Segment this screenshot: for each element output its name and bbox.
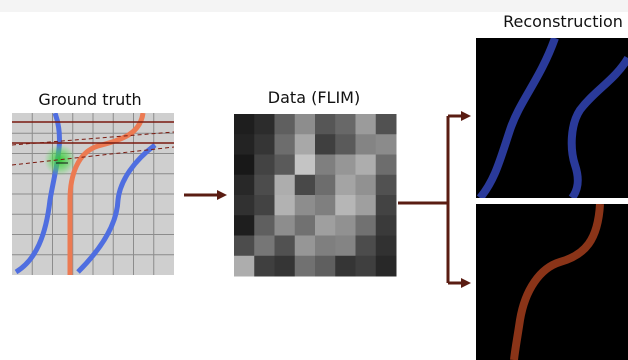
flim-pixel <box>335 195 356 216</box>
flim-pixel <box>274 114 296 135</box>
flim-pixel <box>274 255 296 277</box>
flim-pixel <box>335 114 356 135</box>
flim-pixel <box>355 114 377 135</box>
data-title: Data (FLIM) <box>267 88 361 107</box>
scan-diagonal-1 <box>12 146 174 166</box>
flim-pixel <box>274 235 296 257</box>
top-band <box>0 0 628 12</box>
flim-pixel <box>355 134 377 155</box>
flim-pixel <box>375 195 397 216</box>
flim-pixel <box>375 114 397 135</box>
flim-pixel <box>315 215 336 236</box>
flim-data-panel <box>234 114 397 277</box>
flim-pixel <box>254 215 275 236</box>
flim-pixel <box>294 134 316 155</box>
flim-pixel <box>355 255 377 277</box>
flim-pixel <box>335 255 356 277</box>
flim-pixel <box>274 195 296 216</box>
flim-pixel <box>254 134 275 155</box>
reconstruction-title: Reconstruction <box>503 12 623 31</box>
flim-pixel <box>375 154 397 176</box>
reconstruction-orange-panel <box>476 204 628 360</box>
flim-pixel <box>234 174 255 196</box>
flim-pixel <box>254 195 275 216</box>
recon-orange-fiber <box>510 204 604 360</box>
recon-blue-fiber-right <box>567 55 628 198</box>
flim-pixel <box>234 154 255 176</box>
flim-pixel <box>294 154 316 176</box>
flim-pixel <box>355 235 377 257</box>
flim-pixel <box>294 174 316 196</box>
flim-pixel <box>335 154 356 176</box>
flim-pixel <box>375 255 397 277</box>
flim-pixel <box>315 134 336 155</box>
flim-pixel <box>274 154 296 176</box>
flim-pixel <box>315 195 336 216</box>
flim-pixel <box>375 134 397 155</box>
flim-pixel <box>234 235 255 257</box>
flim-pixel <box>315 154 336 176</box>
flim-pixel <box>375 215 397 236</box>
flim-pixel <box>254 235 275 257</box>
blue-fiber-right <box>76 143 157 274</box>
branch-arrow <box>398 111 471 288</box>
flim-pixel <box>234 114 255 135</box>
flim-pixel <box>335 215 356 236</box>
flim-pixel <box>315 114 336 135</box>
flim-pixel <box>335 235 356 257</box>
flim-pixel <box>294 255 316 277</box>
flim-pixel <box>355 195 377 216</box>
excitation-spot <box>44 144 76 176</box>
reconstruction-blue-panel <box>476 38 628 198</box>
flim-pixel <box>375 235 397 257</box>
flim-pixel <box>315 174 336 196</box>
flim-pixel <box>294 195 316 216</box>
flim-pixel <box>355 215 377 236</box>
flim-pixel <box>294 114 316 135</box>
flim-pixel <box>294 235 316 257</box>
flim-pixel <box>254 114 275 135</box>
flim-pixel <box>335 174 356 196</box>
flim-pixel <box>375 174 397 196</box>
flim-pixel <box>234 134 255 155</box>
flim-pixel <box>355 174 377 196</box>
recon-blue-fiber-left <box>476 38 559 198</box>
flim-pixel <box>234 195 255 216</box>
flim-pixel <box>254 174 275 196</box>
scan-diagonal-2 <box>12 131 174 146</box>
flim-pixel <box>335 134 356 155</box>
flim-pixel <box>234 255 255 277</box>
flim-pixel <box>254 154 275 176</box>
ground-truth-title: Ground truth <box>38 90 142 109</box>
flim-pixel <box>234 215 255 236</box>
flim-pixel <box>254 255 275 277</box>
flim-pixel <box>274 174 296 196</box>
ground-truth-panel <box>12 113 174 275</box>
flim-pixel <box>274 134 296 155</box>
flim-pixel <box>355 154 377 176</box>
flim-pixel <box>274 215 296 236</box>
flim-pixel <box>294 215 316 236</box>
blue-fiber-left <box>14 113 62 275</box>
flim-pixel <box>315 255 336 277</box>
flim-pixel <box>315 235 336 257</box>
